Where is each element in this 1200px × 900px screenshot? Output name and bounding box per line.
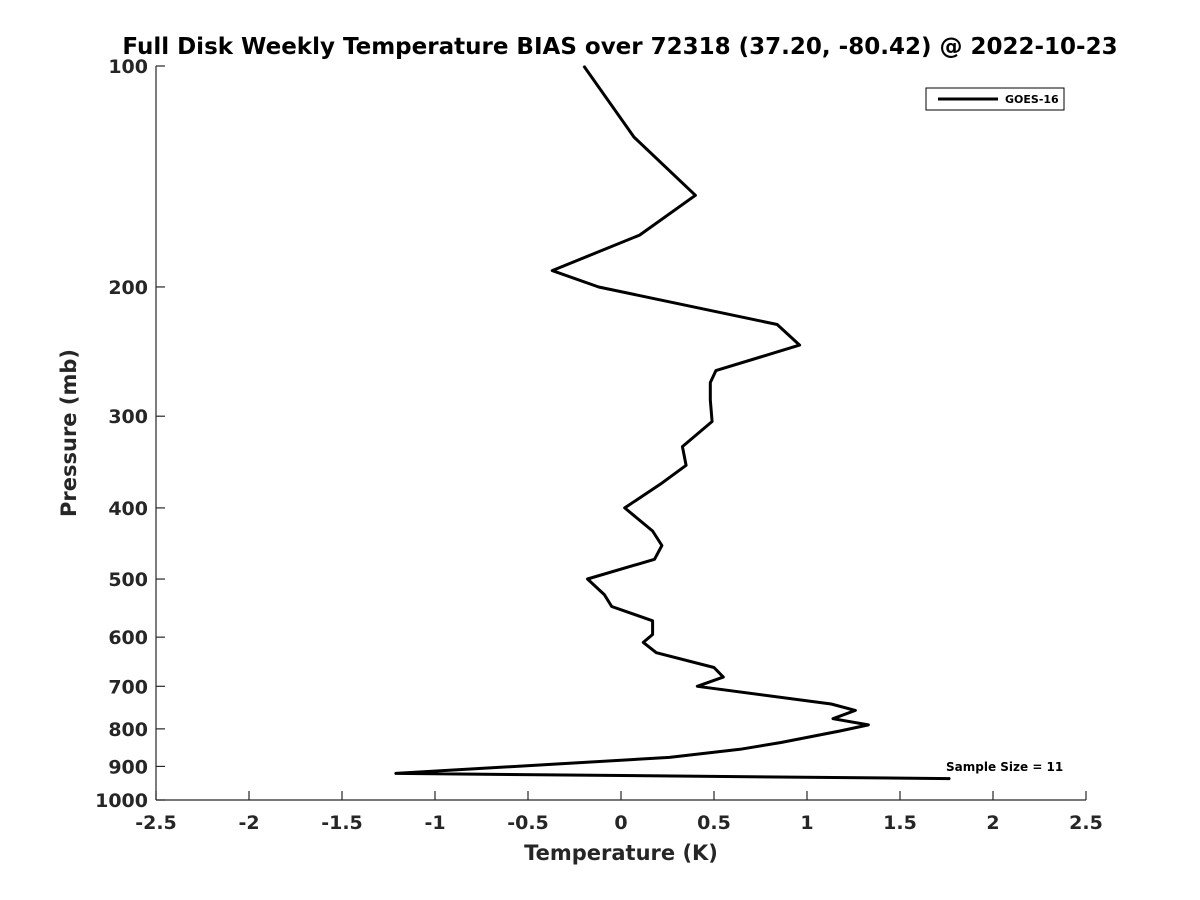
y-tick-label: 900	[108, 756, 148, 778]
data-point	[685, 464, 687, 466]
data-point	[713, 667, 715, 669]
data-point	[681, 446, 683, 448]
data-point	[949, 778, 951, 780]
data-point	[652, 530, 654, 532]
series-line-goes-16	[394, 65, 951, 781]
data-point	[611, 606, 613, 608]
data-point	[696, 685, 698, 687]
data-point	[854, 709, 856, 711]
legend-label: GOES-16	[1005, 93, 1059, 106]
data-point	[639, 234, 641, 236]
data-point	[709, 399, 711, 401]
y-tick-label: 800	[108, 719, 148, 741]
x-tick-label: 1.5	[883, 812, 917, 834]
data-point	[652, 620, 654, 622]
data-point	[661, 482, 663, 484]
x-tick-label: 2.5	[1069, 812, 1103, 834]
data-point	[633, 136, 635, 138]
data-point	[551, 270, 553, 272]
data-point	[395, 772, 397, 774]
data-point	[709, 382, 711, 384]
data-point	[642, 641, 644, 643]
chart-title: Full Disk Weekly Temperature BIAS over 7…	[122, 34, 1117, 60]
y-tick-label: 400	[108, 498, 148, 520]
data-points	[395, 65, 951, 780]
data-point	[583, 65, 585, 67]
y-tick-label: 500	[108, 569, 148, 591]
data-point	[780, 742, 782, 744]
sample-size-annotation: Sample Size = 11	[946, 760, 1063, 774]
x-ticks: -2.5 -2 -1.5 -1 -0.5 0 0.5 1 1.5 2 2.5	[135, 791, 1103, 834]
y-tick-label: 100	[108, 56, 148, 78]
data-point	[776, 324, 778, 326]
x-tick-label: 1	[800, 812, 813, 834]
data-point	[653, 558, 655, 560]
data-point	[799, 344, 801, 346]
data-point	[715, 370, 717, 372]
data-point	[739, 748, 741, 750]
data-point	[655, 652, 657, 654]
data-point	[624, 507, 626, 509]
data-point	[668, 756, 670, 758]
data-point	[694, 194, 696, 196]
data-point	[830, 703, 832, 705]
y-axis-label: Pressure (mb)	[57, 349, 81, 517]
y-tick-label: 200	[108, 277, 148, 299]
y-ticks: 100 200 300 400 500 600 700 800 900 1000	[95, 56, 165, 812]
data-point	[652, 633, 654, 635]
data-point	[603, 594, 605, 596]
y-tick-label: 1000	[95, 790, 148, 812]
x-tick-label: -2	[238, 812, 259, 834]
data-point	[839, 730, 841, 732]
x-tick-label: -1.5	[321, 812, 363, 834]
y-tick-label: 600	[108, 627, 148, 649]
data-point	[587, 578, 589, 580]
y-tick-label: 700	[108, 676, 148, 698]
x-tick-label: -0.5	[507, 812, 549, 834]
data-point	[661, 544, 663, 546]
x-tick-label: -2.5	[135, 812, 177, 834]
x-tick-label: 0	[614, 812, 627, 834]
data-point	[867, 724, 869, 726]
y-tick-label: 300	[108, 406, 148, 428]
x-axis-label: Temperature (K)	[524, 841, 718, 865]
x-tick-label: -1	[424, 812, 445, 834]
x-tick-label: 0.5	[697, 812, 731, 834]
data-point	[722, 676, 724, 678]
legend: GOES-16	[925, 87, 1065, 111]
data-point	[711, 420, 713, 422]
data-point	[832, 718, 834, 720]
data-point	[598, 286, 600, 288]
x-tick-label: 2	[986, 812, 999, 834]
plot-area: -2.5 -2 -1.5 -1 -0.5 0 0.5 1 1.5 2 2.5 100 200 300 40…	[95, 56, 1103, 834]
